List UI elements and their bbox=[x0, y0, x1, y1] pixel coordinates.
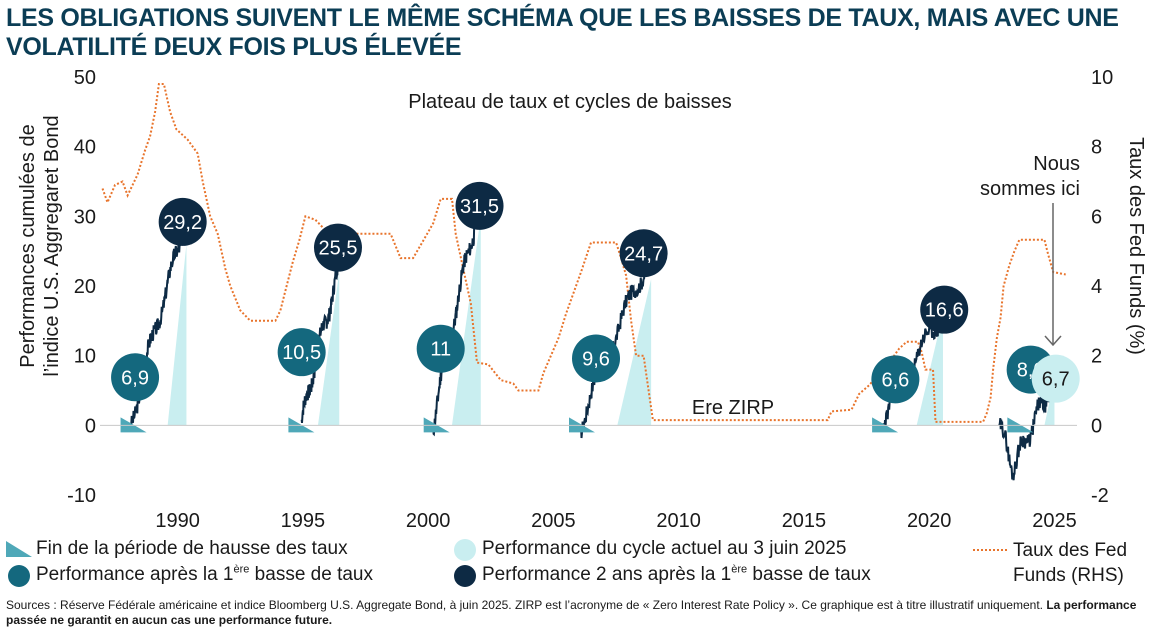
marker-circle-3 bbox=[277, 328, 326, 377]
x-tick-2000: 2000 bbox=[406, 510, 451, 532]
marker-circle-6 bbox=[455, 181, 504, 230]
y-right-tick-10: 10 bbox=[1091, 67, 1113, 89]
marker-circle-4 bbox=[313, 223, 362, 272]
marker-label-12: 6,7 bbox=[1042, 369, 1070, 391]
fed-funds-line bbox=[101, 83, 1066, 423]
page-title: LES OBLIGATIONS SUIVENT LE MÊME SCHÉMA Q… bbox=[6, 4, 1119, 61]
here-arrow-head bbox=[1044, 335, 1062, 347]
sources-text: Sources : Réserve Fédérale américaine et… bbox=[6, 598, 1043, 612]
current-cycle-shading bbox=[167, 216, 1055, 426]
x-tick-2005: 2005 bbox=[531, 510, 576, 532]
marker-circle-9 bbox=[871, 355, 920, 404]
y-left-tick-50: 50 bbox=[74, 67, 96, 89]
shaded-cycle-4 bbox=[617, 279, 652, 426]
triangle-icon bbox=[6, 541, 32, 557]
legend-label-current-cycle: Performance du cycle actuel au 3 juin 20… bbox=[482, 538, 847, 559]
marker-circle-10 bbox=[920, 285, 969, 334]
marker-label-2: 29,2 bbox=[163, 212, 202, 234]
bond-cycle-line-6 bbox=[998, 365, 1056, 481]
marker-label-5: 11 bbox=[430, 339, 451, 361]
y-left-tick-0: 0 bbox=[85, 415, 96, 437]
marker-label-4: 25,5 bbox=[319, 238, 358, 260]
y-right-tick-6: 6 bbox=[1091, 206, 1102, 228]
sources-footnote: Sources : Réserve Fédérale américaine et… bbox=[6, 598, 1161, 628]
marker-circle-7 bbox=[572, 334, 621, 383]
y-right-tick--2: -2 bbox=[1091, 485, 1109, 507]
legend-label-two-years-after: Performance 2 ans après la 1ère basse de… bbox=[482, 563, 871, 585]
fed-funds-series bbox=[101, 83, 1066, 423]
y-right-tick-2: 2 bbox=[1091, 346, 1102, 368]
legend-label-after-first-cut: Performance après la 1ère basse de taux bbox=[36, 563, 373, 585]
shaded-cycle-3 bbox=[451, 216, 481, 426]
marker-label-10: 16,6 bbox=[925, 300, 964, 322]
circle-icon bbox=[8, 565, 30, 587]
y-right-tick-0: 0 bbox=[1091, 415, 1102, 437]
x-tick-2010: 2010 bbox=[656, 510, 701, 532]
legend-label-fed-funds: Taux des Fed Funds (RHS) bbox=[1013, 540, 1128, 586]
y-right-tick-8: 8 bbox=[1091, 137, 1102, 159]
x-tick-2020: 2020 bbox=[907, 510, 952, 532]
shaded-cycle-1 bbox=[167, 244, 187, 426]
marker-label-7: 9,6 bbox=[582, 348, 610, 370]
marker-circle-5 bbox=[416, 324, 465, 373]
y-left-tick-10: 10 bbox=[74, 346, 96, 368]
circle-icon bbox=[454, 539, 476, 561]
annotation-plateau: Plateau de taux et cycles de baisses bbox=[408, 91, 732, 113]
marker-circle-8 bbox=[619, 229, 668, 278]
marker-circle-12 bbox=[1031, 354, 1080, 403]
axes: -10 0 10 20 30 40 50 -2 0 2 4 6 8 10 1990 1995 2000 2005 2… bbox=[17, 67, 1147, 532]
circle-icon bbox=[454, 565, 476, 587]
legend-label-hike-end: Fin de la période de hausse des taux bbox=[36, 538, 348, 559]
x-tick-1995: 1995 bbox=[281, 510, 326, 532]
bond-cycle-line-2 bbox=[300, 258, 341, 423]
x-tick-2015: 2015 bbox=[782, 510, 827, 532]
bond-vs-rate-cuts-chart: 6,929,210,525,51131,59,624,76,616,68,06,… bbox=[17, 67, 1147, 532]
y-left-axis-title: Performances cumulées de l’indice U.S. Ag… bbox=[17, 115, 63, 376]
y-left-tick-20: 20 bbox=[74, 276, 96, 298]
marker-circle-2 bbox=[158, 197, 207, 246]
shaded-cycle-6 bbox=[1044, 378, 1055, 426]
dotted-line-icon bbox=[973, 549, 1009, 551]
disclaimer-text: La performance passée ne garantit en auc… bbox=[6, 598, 1137, 627]
marker-label-8: 24,7 bbox=[624, 243, 663, 265]
y-left-tick-30: 30 bbox=[74, 206, 96, 228]
marker-label-6: 31,5 bbox=[460, 196, 499, 218]
y-right-axis-title: Taux des Fed Funds (%) bbox=[1125, 137, 1147, 355]
annotation-zirp: Ere ZIRP bbox=[692, 397, 774, 419]
value-markers: 6,929,210,525,51131,59,624,76,616,68,06,… bbox=[111, 181, 1080, 404]
y-right-tick-4: 4 bbox=[1091, 276, 1102, 298]
y-left-tick-40: 40 bbox=[74, 137, 96, 159]
shaded-cycle-2 bbox=[317, 272, 340, 426]
marker-label-9: 6,6 bbox=[881, 369, 909, 391]
x-tick-2025: 2025 bbox=[1032, 510, 1077, 532]
marker-label-3: 10,5 bbox=[282, 342, 321, 364]
marker-circle-1 bbox=[111, 353, 160, 402]
marker-label-1: 6,9 bbox=[121, 367, 149, 389]
annotation-here-line1: Nous bbox=[1033, 153, 1080, 175]
y-left-tick--10: -10 bbox=[67, 485, 96, 507]
annotations: Plateau de taux et cycles de baisses Ere … bbox=[408, 91, 1080, 419]
annotation-here-line2: sommes ici bbox=[980, 178, 1080, 200]
x-tick-1990: 1990 bbox=[155, 510, 200, 532]
